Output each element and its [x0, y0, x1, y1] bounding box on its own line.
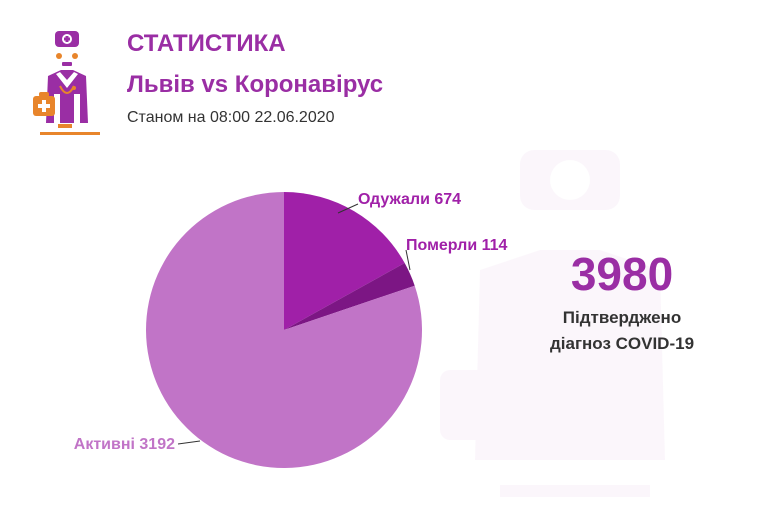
report-date: Станом на 08:00 22.06.2020 — [127, 109, 335, 126]
pie-slice-2 — [284, 263, 415, 330]
leader-line-1 — [337, 203, 359, 214]
slice-label-1: Одужали 674 — [358, 191, 461, 208]
doctor-logo-icon — [33, 31, 100, 135]
confirmed-caption: Підтверджено діагноз COVID-19 — [522, 305, 722, 357]
leader-line-2 — [405, 249, 411, 271]
page-subtitle: Львів vs Коронавірус — [127, 71, 384, 98]
slice-label-3: Активні 3192 — [74, 436, 175, 453]
page-title: СТАТИСТИКА — [127, 30, 286, 57]
pie-slice-1 — [284, 192, 405, 330]
confirmed-caption-line1: Підтверджено — [562, 308, 682, 327]
slice-label-2: Померли 114 — [406, 237, 508, 254]
confirmed-total: 3980 — [570, 248, 674, 300]
pie-slice-3 — [146, 192, 423, 469]
confirmed-caption-line2: діагноз COVID-19 — [549, 334, 695, 353]
leader-line-3 — [177, 440, 201, 445]
